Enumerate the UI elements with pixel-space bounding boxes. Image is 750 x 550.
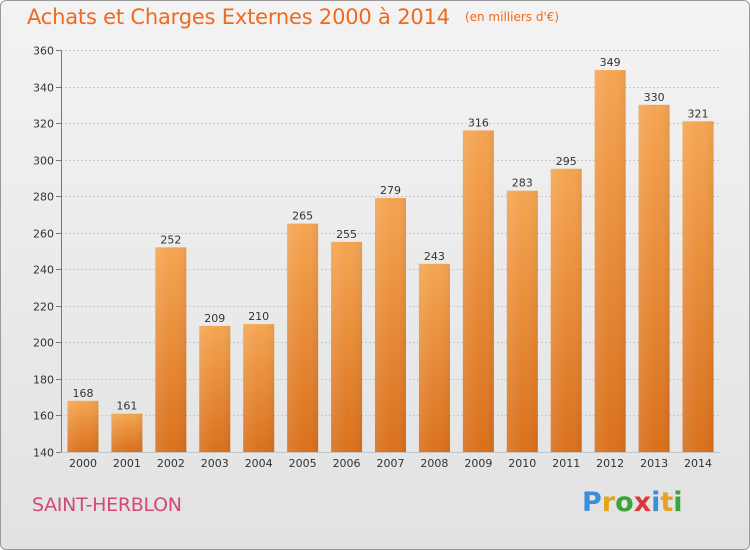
y-tick-label: 320 (33, 118, 54, 131)
y-tick-label: 280 (33, 191, 54, 204)
y-tick-label: 260 (33, 228, 54, 241)
bar-shine (682, 121, 714, 452)
data-label: 321 (688, 107, 709, 120)
bar-shine (67, 400, 99, 452)
bar-shine (506, 190, 538, 452)
bar-shine (243, 324, 275, 452)
bar-shine (550, 168, 582, 453)
data-label: 161 (116, 400, 137, 413)
bar-shine (375, 198, 406, 452)
bar-shine (638, 104, 670, 453)
x-tick-label: 2012 (596, 457, 624, 470)
x-tick-label: 2007 (377, 457, 405, 470)
bar-shine (418, 263, 450, 452)
logo-letter: x (633, 487, 652, 518)
y-axis: 140 160 180 200 220 240 260 280 300 320 340 360 (33, 45, 62, 460)
chart-title: Achats et Charges Externes 2000 à 2014 (27, 5, 450, 29)
data-label: 265 (292, 210, 313, 223)
logo-letter: i (673, 487, 683, 518)
logo-letter: P (582, 487, 602, 518)
x-tick-label: 2006 (333, 457, 361, 470)
data-label: 349 (600, 56, 621, 69)
x-tick-label: 2003 (201, 457, 229, 470)
data-label: 255 (336, 228, 357, 241)
x-tick-label: 2008 (420, 457, 448, 470)
title-row: Achats et Charges Externes 2000 à 2014 (… (27, 5, 559, 29)
data-labels: 168 161 252 209 210 265 255 279 243 316 283 295 349 3… (72, 56, 708, 413)
data-label: 279 (380, 184, 401, 197)
bar-shine (462, 130, 494, 452)
x-tick-label: 2010 (508, 457, 536, 470)
bar-shine (287, 223, 319, 452)
y-tick-label: 140 (33, 447, 54, 460)
x-tick-label: 2013 (640, 457, 668, 470)
y-tick-label: 200 (33, 337, 54, 350)
y-tick-label: 300 (33, 155, 54, 168)
x-tick-label: 2005 (289, 457, 317, 470)
data-label: 252 (160, 233, 181, 246)
x-tick-label: 2011 (552, 457, 580, 470)
data-label: 330 (644, 91, 665, 104)
bar-shine (155, 247, 187, 452)
data-label: 210 (248, 310, 269, 323)
y-tick-label: 180 (33, 374, 54, 387)
bar-shine (111, 413, 143, 452)
y-tick-label: 340 (33, 82, 54, 95)
x-tick-label: 2000 (69, 457, 97, 470)
bar-shine (331, 241, 363, 452)
chart-subtitle: (en milliers d'€) (464, 10, 560, 24)
logo-letter: o (615, 487, 634, 518)
proxiti-logo[interactable]: Proxiti (582, 487, 683, 518)
y-tick-label: 240 (33, 264, 54, 277)
bar-shine (594, 70, 626, 452)
data-label: 316 (468, 116, 489, 129)
bar-shine (199, 325, 231, 452)
logo-letter: i (651, 487, 661, 518)
data-label: 283 (512, 177, 533, 190)
y-tick-label: 220 (33, 301, 54, 314)
data-label: 295 (556, 155, 577, 168)
x-tick-label: 2014 (684, 457, 712, 470)
data-label: 168 (72, 387, 93, 400)
place-name: SAINT-HERBLON (32, 494, 182, 516)
data-label: 209 (204, 312, 225, 325)
bars (67, 70, 714, 453)
logo-letter: t (660, 487, 674, 518)
x-tick-label: 2004 (245, 457, 273, 470)
x-tick-label: 2009 (464, 457, 492, 470)
x-axis: 2000 2001 2002 2003 2004 2005 2006 2007 2008 2009… (69, 457, 712, 470)
y-tick-label: 160 (33, 410, 54, 423)
x-tick-label: 2002 (157, 457, 185, 470)
logo-letter: r (601, 487, 616, 518)
x-tick-label: 2001 (113, 457, 141, 470)
data-label: 243 (424, 250, 445, 263)
y-tick-label: 360 (33, 45, 54, 58)
